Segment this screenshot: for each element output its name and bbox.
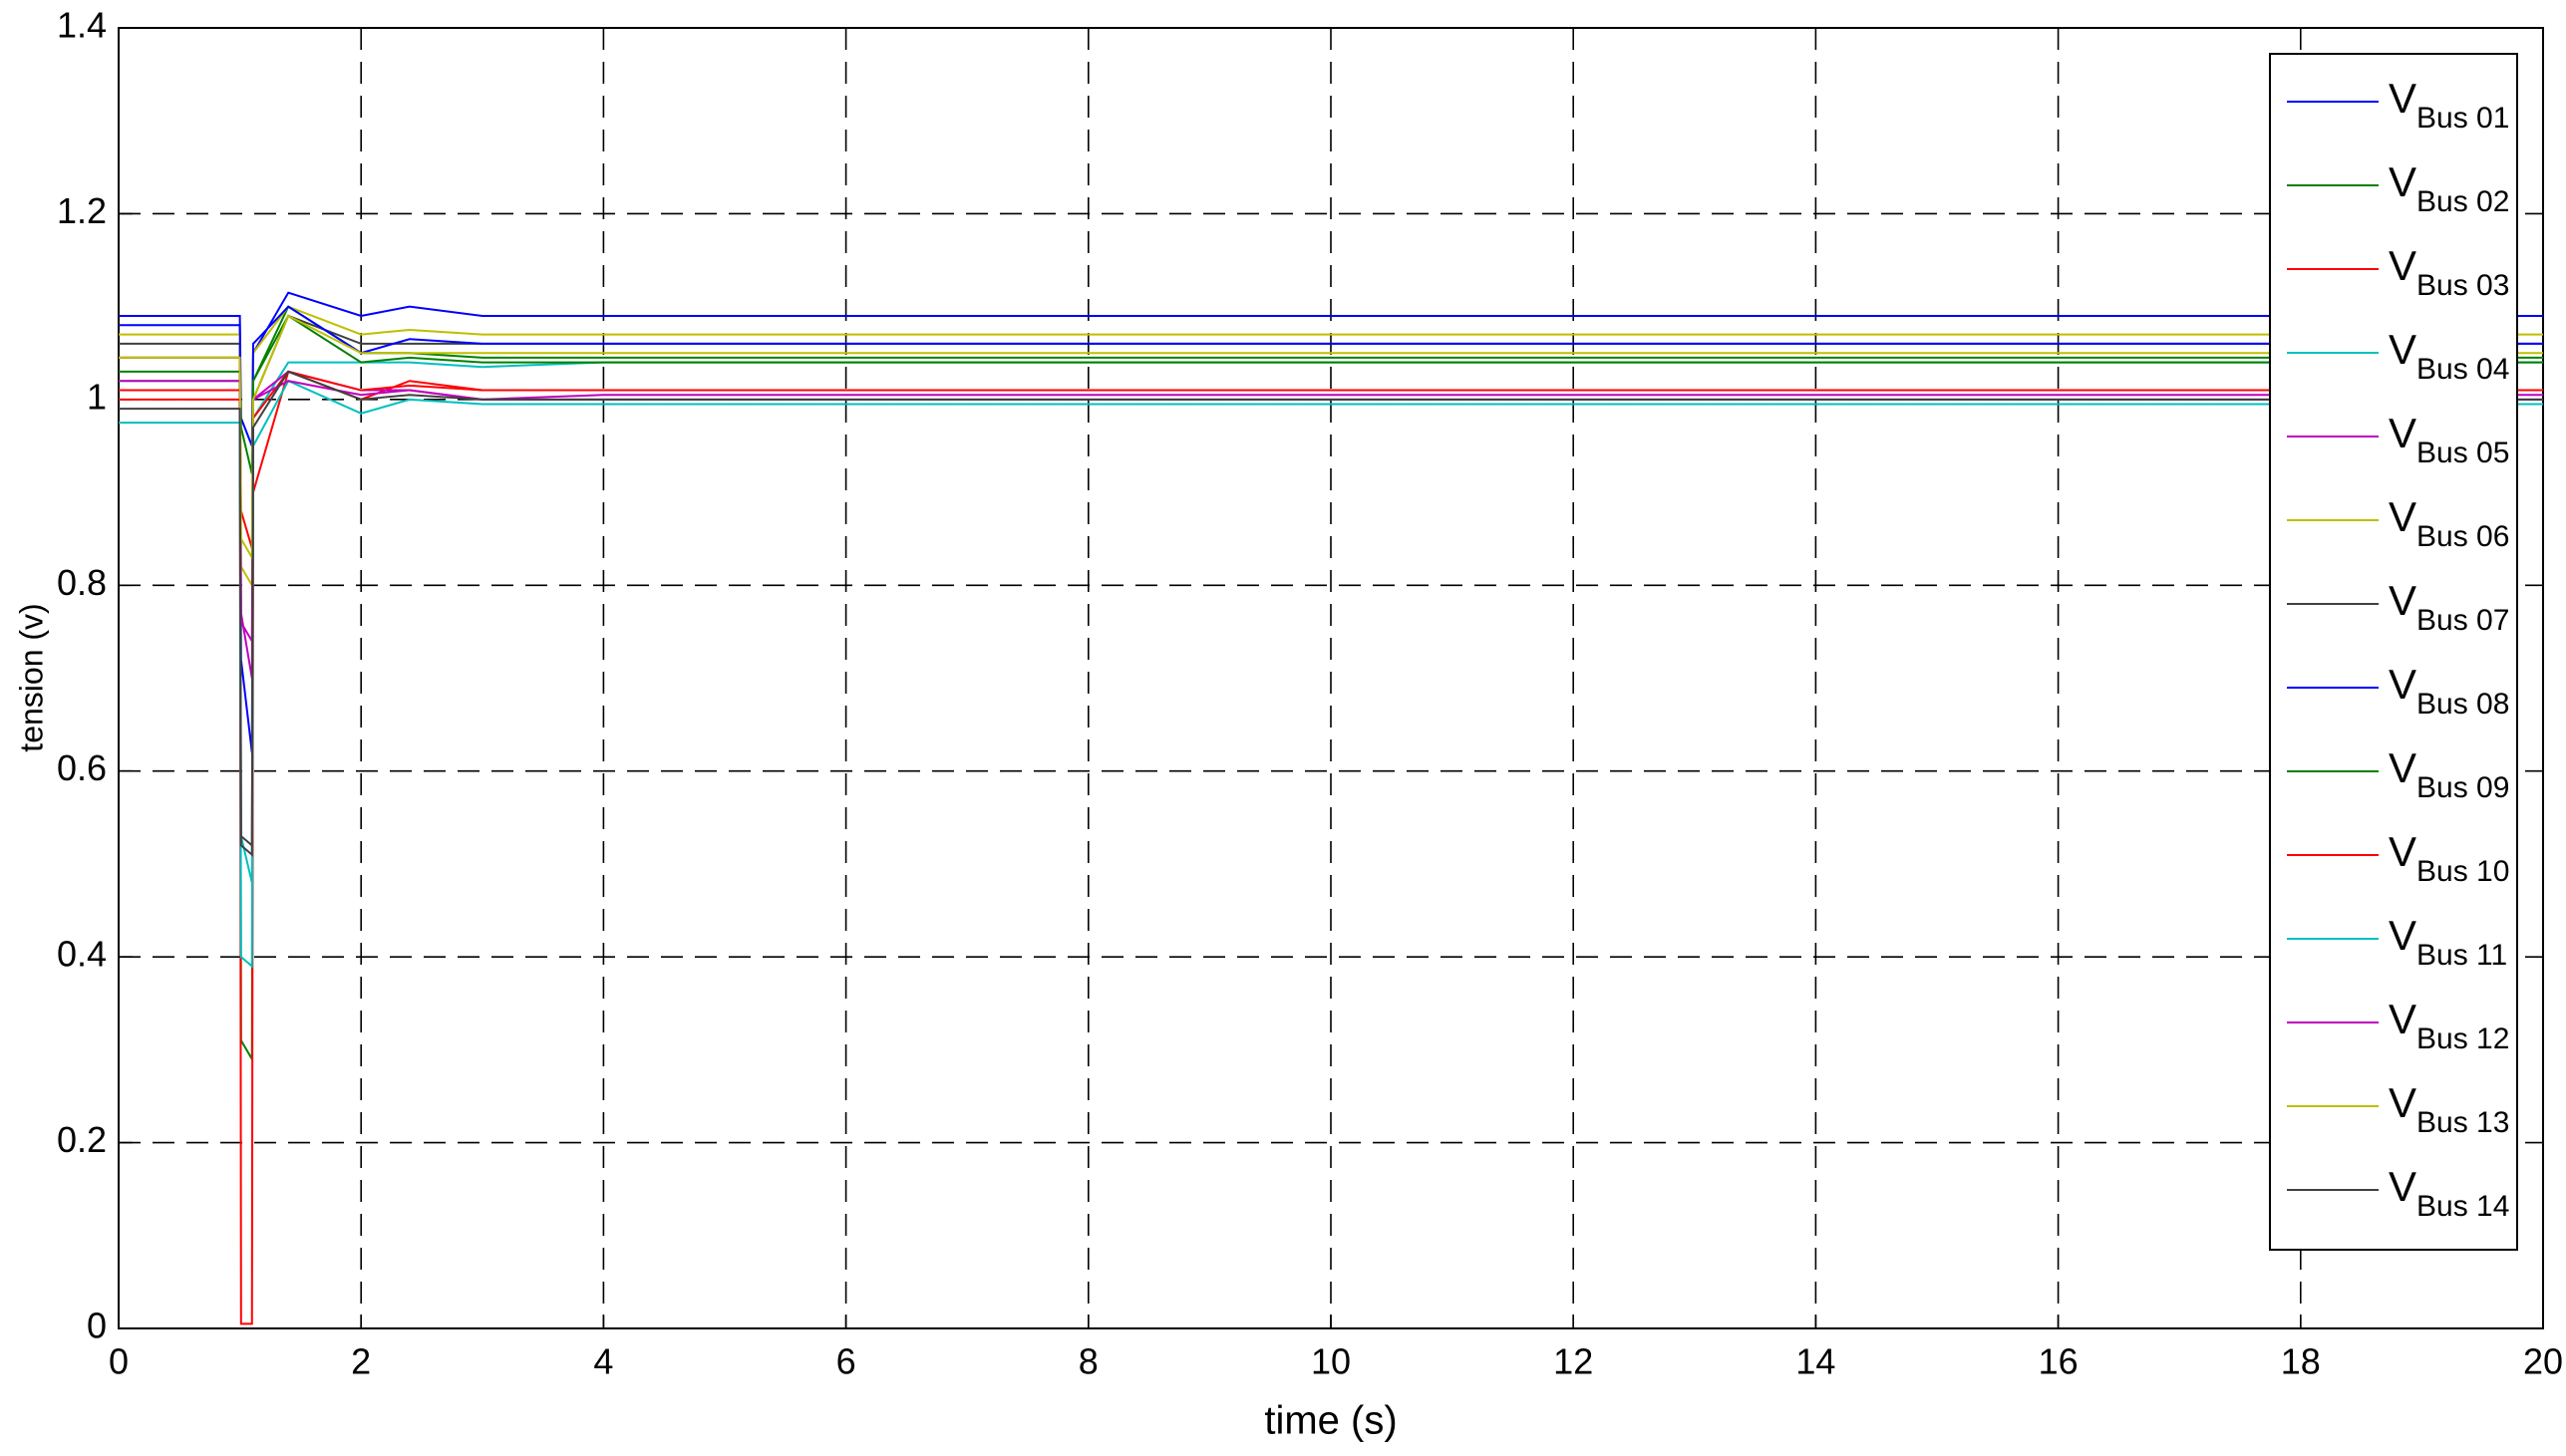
legend-symbol: V (2389, 1163, 2416, 1210)
x-tick-label: 0 (109, 1341, 129, 1382)
legend-label: VBus 08 (2389, 661, 2509, 721)
y-tick-label: 0.4 (57, 934, 107, 975)
legend-box (2269, 53, 2518, 1251)
y-tick-label: 1.2 (57, 190, 107, 231)
legend-symbol: V (2389, 326, 2416, 373)
legend-symbol: V (2389, 1079, 2416, 1126)
x-tick-label: 20 (2523, 1341, 2563, 1382)
legend-subscript: Bus 01 (2416, 102, 2509, 135)
legend-label: VBus 12 (2389, 996, 2509, 1055)
legend-subscript: Bus 05 (2416, 437, 2509, 469)
legend-symbol: V (2389, 242, 2416, 289)
legend-symbol: V (2389, 744, 2416, 791)
legend-symbol: V (2389, 912, 2416, 959)
x-tick-label: 8 (1079, 1341, 1099, 1382)
series-line (119, 379, 2543, 969)
legend-label: VBus 11 (2389, 912, 2507, 972)
legend-label: VBus 14 (2389, 1163, 2509, 1223)
legend-symbol: V (2389, 577, 2416, 624)
y-axis-label: tension (v) (13, 603, 49, 751)
legend-subscript: Bus 14 (2416, 1190, 2509, 1223)
y-tick-label: 1.4 (57, 5, 107, 46)
legend-symbol: V (2389, 996, 2416, 1042)
legend-subscript: Bus 04 (2416, 353, 2509, 386)
legend-label: VBus 06 (2389, 493, 2509, 553)
x-tick-label: 18 (2281, 1341, 2321, 1382)
legend-label: VBus 03 (2389, 242, 2509, 302)
x-tick-label: 10 (1311, 1341, 1351, 1382)
y-tick-label: 0.8 (57, 562, 107, 603)
legend-label: VBus 09 (2389, 744, 2509, 804)
x-tick-label: 16 (2039, 1341, 2079, 1382)
legend-subscript: Bus 07 (2416, 604, 2509, 637)
legend-label: VBus 02 (2389, 158, 2509, 218)
legend-subscript: Bus 03 (2416, 269, 2509, 302)
legend-label: VBus 04 (2389, 326, 2509, 386)
legend-label: VBus 05 (2389, 410, 2509, 469)
legend-subscript: Bus 06 (2416, 520, 2509, 553)
y-tick-label: 0 (87, 1306, 107, 1346)
legend-symbol: V (2389, 158, 2416, 205)
x-tick-label: 14 (1795, 1341, 1835, 1382)
legend-subscript: Bus 11 (2416, 939, 2507, 972)
x-tick-label: 12 (1553, 1341, 1593, 1382)
legend-label: VBus 13 (2389, 1079, 2509, 1139)
legend-symbol: V (2389, 661, 2416, 708)
x-axis-label: time (s) (1264, 1399, 1397, 1443)
x-tick-label: 2 (351, 1341, 371, 1382)
legend-subscript: Bus 09 (2416, 771, 2509, 804)
y-tick-label: 0.2 (57, 1119, 107, 1160)
legend-symbol: V (2389, 75, 2416, 122)
legend-subscript: Bus 10 (2416, 855, 2509, 888)
legend-label: VBus 10 (2389, 828, 2509, 888)
legend-symbol: V (2389, 828, 2416, 875)
series-line (119, 370, 2543, 857)
x-tick-label: 4 (593, 1341, 613, 1382)
x-tick-label: 6 (836, 1341, 856, 1382)
y-tick-label: 1 (87, 376, 107, 417)
legend-label: VBus 01 (2389, 75, 2509, 135)
legend-symbol: V (2389, 493, 2416, 540)
plot-frame (118, 27, 2544, 1329)
legend-subscript: Bus 08 (2416, 688, 2509, 721)
legend-label: VBus 07 (2389, 577, 2509, 637)
legend-subscript: Bus 02 (2416, 185, 2509, 218)
legend-subscript: Bus 13 (2416, 1106, 2509, 1139)
legend-symbol: V (2389, 410, 2416, 456)
y-tick-label: 0.6 (57, 747, 107, 788)
legend-subscript: Bus 12 (2416, 1022, 2509, 1055)
